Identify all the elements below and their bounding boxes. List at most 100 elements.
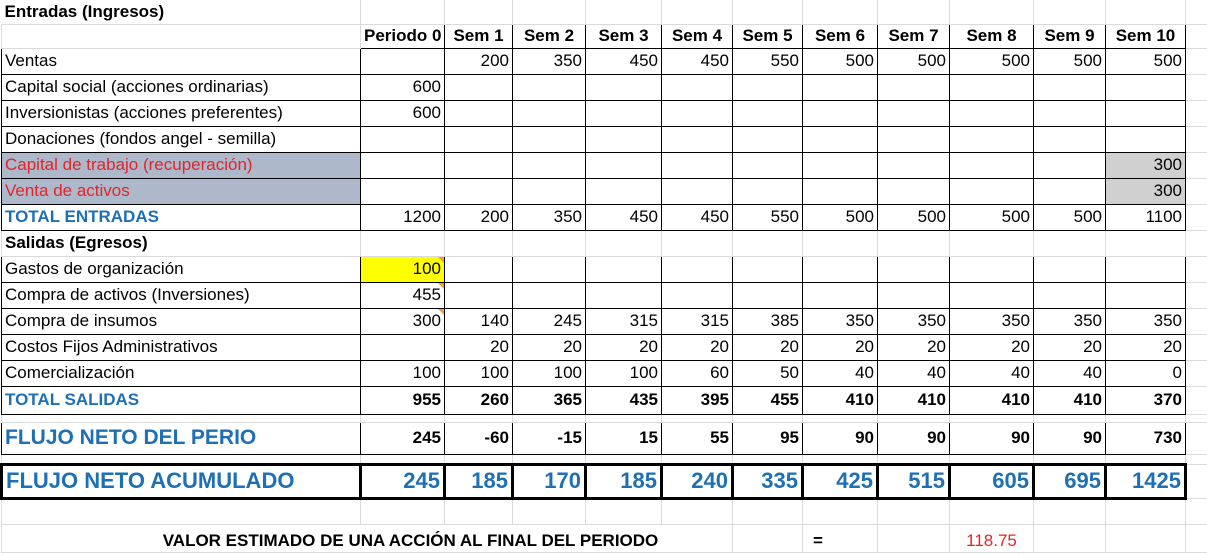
empty-cell[interactable] — [1185, 203, 1207, 231]
row-label[interactable]: Gastos de organización — [1, 255, 361, 283]
value-cell[interactable]: 450 — [661, 47, 733, 75]
value-cell[interactable]: 500 — [877, 47, 950, 75]
value-cell[interactable]: 20 — [732, 333, 803, 361]
empty-cell[interactable] — [444, 0, 513, 25]
value-cell[interactable]: 100 — [360, 255, 445, 283]
value-cell[interactable]: 20 — [444, 333, 513, 361]
empty-cell[interactable] — [661, 229, 733, 257]
value-cell[interactable] — [949, 151, 1034, 179]
value-cell[interactable]: 40 — [802, 359, 878, 387]
total-salidas-value[interactable]: 365 — [512, 385, 586, 415]
value-cell[interactable]: 20 — [661, 333, 733, 361]
value-cell[interactable] — [360, 151, 445, 179]
value-cell[interactable]: 60 — [661, 359, 733, 387]
empty-cell[interactable] — [802, 229, 878, 257]
value-cell[interactable]: 300 — [1105, 177, 1186, 205]
row-label[interactable]: Costos Fijos Administrativos — [1, 333, 361, 361]
flujo-acumulado-value[interactable]: 240 — [660, 462, 733, 500]
value-cell[interactable]: 500 — [802, 47, 878, 75]
flujo-acumulado-value[interactable]: 185 — [443, 462, 513, 500]
column-header-periodo-0[interactable]: Periodo 0 — [360, 23, 445, 49]
row-label[interactable]: Venta de activos — [1, 177, 361, 205]
value-cell[interactable]: 20 — [512, 333, 586, 361]
total-salidas-value[interactable]: 410 — [802, 385, 878, 415]
empty-cell[interactable] — [1105, 229, 1186, 257]
flujo-acumulado-value[interactable]: 515 — [876, 462, 950, 500]
column-header-sem-4[interactable]: Sem 4 — [661, 23, 733, 49]
flujo-acumulado-value[interactable]: 170 — [511, 462, 586, 500]
flujo-acumulado-value[interactable]: 695 — [1032, 462, 1106, 500]
empty-cell[interactable] — [1185, 385, 1207, 415]
value-cell[interactable] — [444, 73, 513, 101]
value-cell[interactable] — [444, 125, 513, 153]
flujo-neto-value[interactable]: 90 — [802, 421, 878, 455]
flujo-acumulado-value[interactable]: 335 — [731, 462, 803, 500]
value-cell[interactable]: 315 — [661, 307, 733, 335]
value-cell[interactable] — [512, 99, 586, 127]
value-cell[interactable]: 350 — [512, 47, 586, 75]
value-cell[interactable] — [1033, 151, 1106, 179]
empty-cell[interactable] — [1185, 151, 1207, 179]
value-cell[interactable] — [585, 99, 662, 127]
estimated-share-value[interactable]: 118.75 — [949, 523, 1034, 553]
empty-cell[interactable] — [877, 229, 950, 257]
value-cell[interactable] — [732, 281, 803, 309]
total-salidas-value[interactable]: 410 — [877, 385, 950, 415]
total-entradas-value[interactable]: 450 — [585, 203, 662, 231]
empty-cell[interactable] — [1185, 125, 1207, 153]
column-header-sem-2[interactable]: Sem 2 — [512, 23, 586, 49]
total-salidas-value[interactable]: 260 — [444, 385, 513, 415]
total-salidas-value[interactable]: 370 — [1105, 385, 1186, 415]
value-cell[interactable] — [512, 151, 586, 179]
value-cell[interactable]: 20 — [585, 333, 662, 361]
value-cell[interactable] — [802, 73, 878, 101]
value-cell[interactable] — [732, 73, 803, 101]
value-cell[interactable]: 385 — [732, 307, 803, 335]
flujo-neto-value[interactable]: -60 — [444, 421, 513, 455]
total-salidas-value[interactable]: 435 — [585, 385, 662, 415]
value-cell[interactable] — [802, 151, 878, 179]
value-cell[interactable] — [444, 255, 513, 283]
value-cell[interactable] — [360, 47, 445, 75]
value-cell[interactable] — [1105, 99, 1186, 127]
empty-cell[interactable] — [1185, 307, 1207, 335]
value-cell[interactable] — [732, 99, 803, 127]
value-cell[interactable] — [1105, 125, 1186, 153]
empty-cell[interactable] — [877, 0, 950, 25]
total-entradas-value[interactable]: 500 — [877, 203, 950, 231]
total-salidas-value[interactable]: 410 — [1033, 385, 1106, 415]
value-cell[interactable] — [732, 177, 803, 205]
value-cell[interactable] — [949, 255, 1034, 283]
value-cell[interactable] — [1033, 125, 1106, 153]
flujo-neto-value[interactable]: 90 — [1033, 421, 1106, 455]
empty-cell[interactable] — [1185, 463, 1207, 499]
row-label[interactable]: Inversionistas (acciones preferentes) — [1, 99, 361, 127]
value-cell[interactable] — [512, 255, 586, 283]
empty-cell[interactable] — [949, 229, 1034, 257]
value-cell[interactable] — [877, 177, 950, 205]
value-cell[interactable] — [802, 255, 878, 283]
empty-cell[interactable] — [1, 23, 361, 49]
value-cell[interactable] — [585, 255, 662, 283]
value-cell[interactable] — [732, 125, 803, 153]
value-cell[interactable]: 350 — [949, 307, 1034, 335]
value-cell[interactable] — [949, 281, 1034, 309]
empty-cell[interactable] — [1185, 333, 1207, 361]
flujo-neto-value[interactable]: 245 — [360, 421, 445, 455]
total-entradas-value[interactable]: 500 — [949, 203, 1034, 231]
value-cell[interactable]: 40 — [1033, 359, 1106, 387]
value-cell[interactable]: 50 — [732, 359, 803, 387]
row-label[interactable]: Compra de insumos — [1, 307, 361, 335]
value-cell[interactable]: 315 — [585, 307, 662, 335]
value-cell[interactable] — [512, 125, 586, 153]
value-cell[interactable] — [585, 281, 662, 309]
column-header-sem-7[interactable]: Sem 7 — [877, 23, 950, 49]
value-cell[interactable]: 600 — [360, 99, 445, 127]
total-entradas-value[interactable]: 350 — [512, 203, 586, 231]
value-cell[interactable] — [877, 99, 950, 127]
flujo-neto-value[interactable]: 15 — [585, 421, 662, 455]
value-cell[interactable] — [802, 125, 878, 153]
total-entradas-label[interactable]: TOTAL ENTRADAS — [1, 203, 361, 231]
value-cell[interactable]: 300 — [1105, 151, 1186, 179]
value-cell[interactable] — [1033, 73, 1106, 101]
